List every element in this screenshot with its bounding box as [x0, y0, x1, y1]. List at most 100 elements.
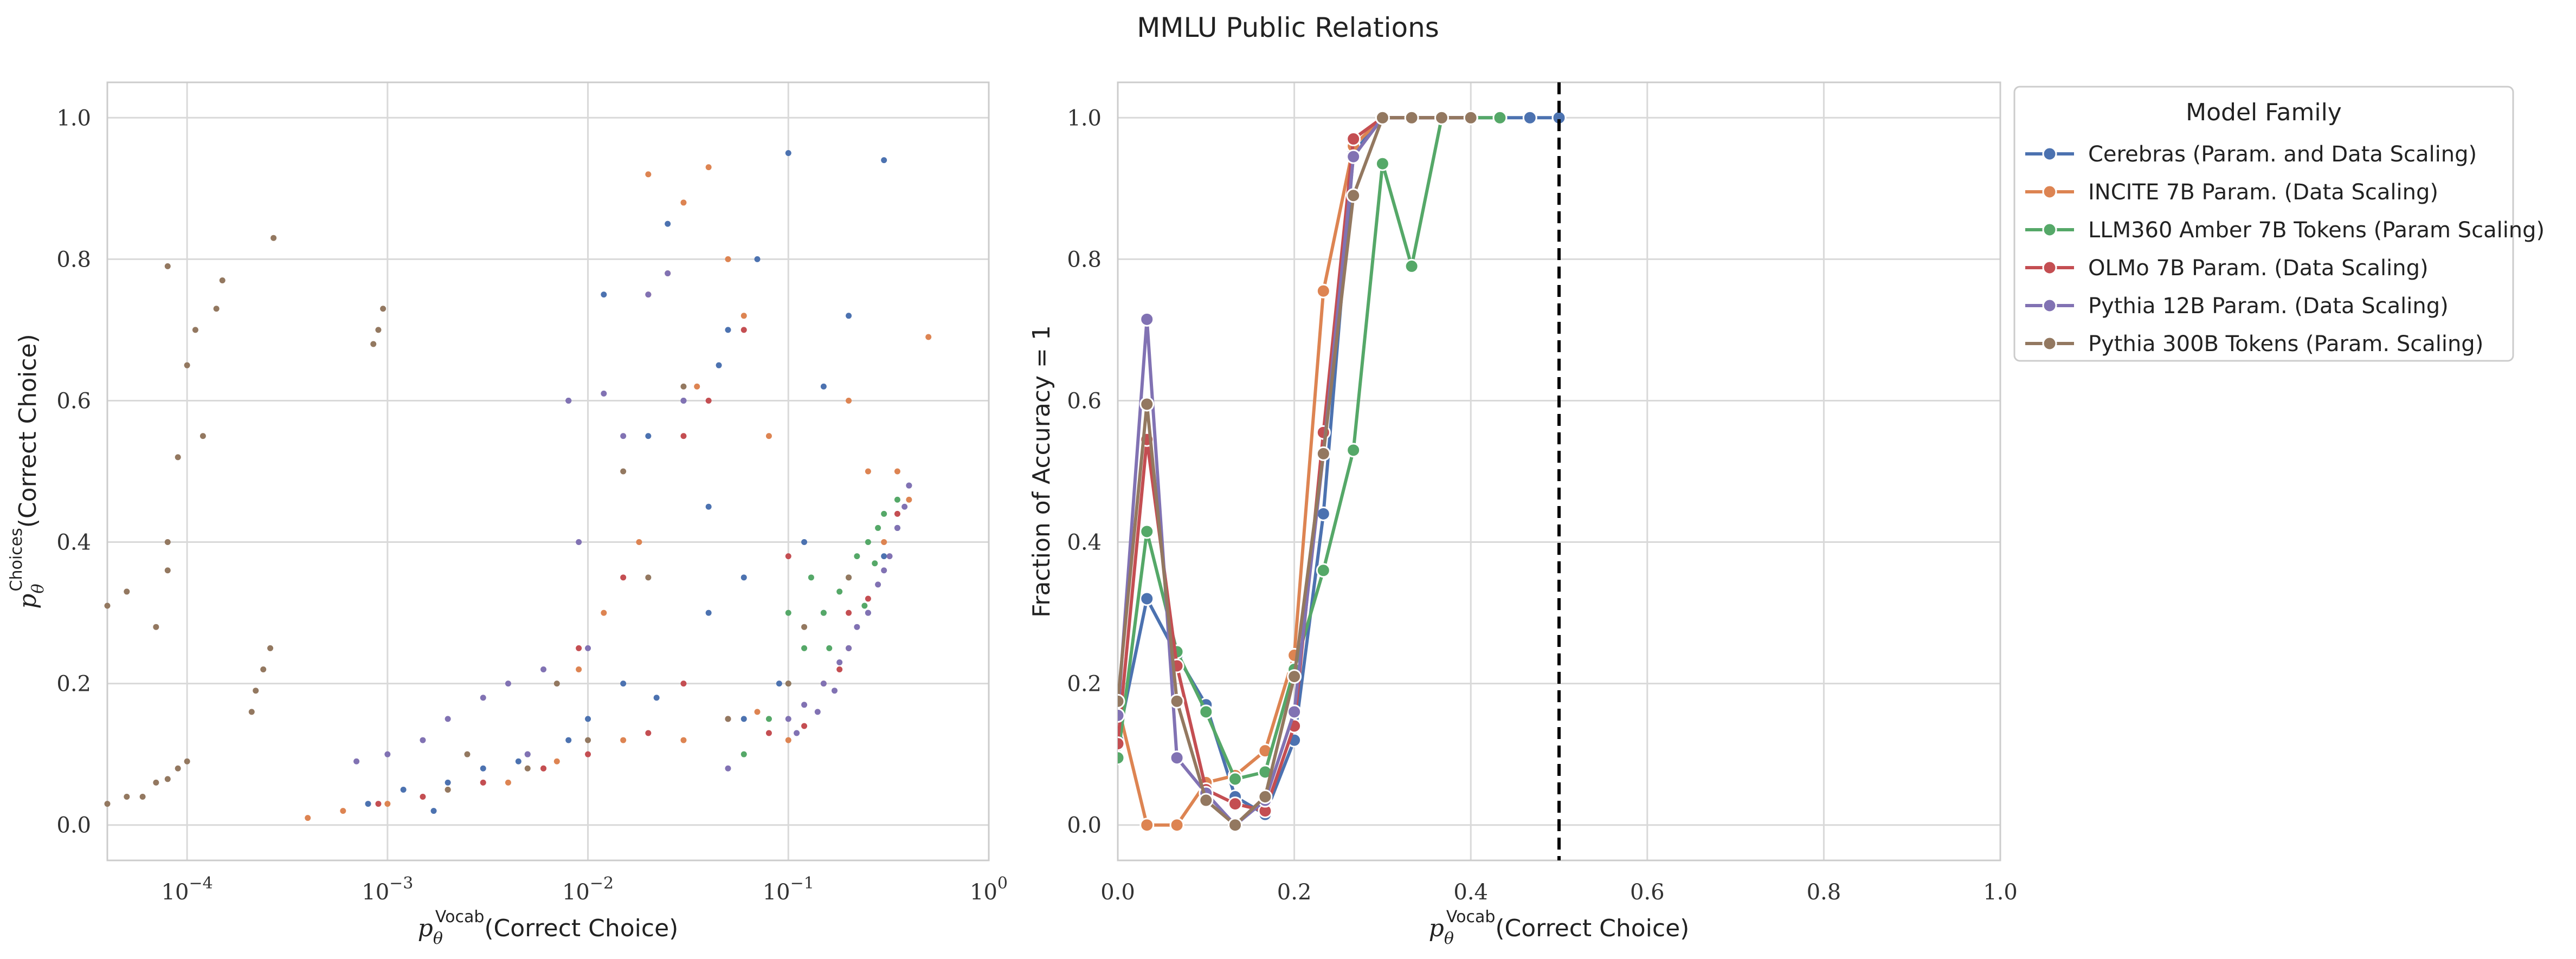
scatter-point: [540, 765, 547, 772]
series-marker: [1463, 110, 1478, 125]
scatter-point: [601, 291, 607, 298]
scatter-point: [801, 702, 808, 708]
scatter-point: [854, 624, 860, 630]
scatter-point: [505, 681, 511, 687]
scatter-point: [164, 567, 171, 574]
scatter-point: [540, 666, 547, 673]
legend-entry: Pythia 300B Tokens (Param. Scaling): [2025, 332, 2483, 357]
scatter-point: [820, 383, 827, 390]
scatter-point: [164, 263, 171, 269]
series-marker: [1228, 796, 1243, 812]
scatter-point: [875, 581, 881, 588]
scatter-point: [705, 610, 712, 616]
legend-box: [2013, 86, 2514, 362]
scatter-point: [740, 313, 747, 319]
scatter-point: [524, 765, 531, 772]
scatter-point: [881, 553, 887, 560]
right-x-tick-label: 0.4: [1453, 880, 1488, 905]
series-marker: [1118, 750, 1125, 766]
scatter-point: [585, 751, 591, 757]
scatter-point: [894, 468, 900, 475]
scatter-point: [865, 610, 871, 616]
scatter-point: [576, 539, 582, 546]
left-x-tick-label: 10−3: [362, 874, 413, 905]
scatter-point: [192, 327, 198, 333]
left-y-tick-label: 0.2: [56, 672, 91, 697]
legend-label: Cerebras (Param. and Data Scaling): [2088, 142, 2477, 167]
scatter-point: [445, 779, 451, 786]
scatter-point: [881, 539, 887, 546]
legend-marker: [2042, 222, 2057, 237]
scatter-point: [576, 645, 582, 651]
series-marker: [1375, 156, 1390, 171]
scatter-point: [906, 496, 912, 503]
scatter-point: [725, 716, 731, 722]
scatter-point: [576, 666, 582, 673]
scatter-point: [846, 313, 852, 319]
series-marker: [1346, 188, 1361, 203]
scatter-point: [199, 433, 206, 439]
scatter-point: [480, 779, 486, 786]
scatter-point: [213, 306, 220, 312]
scatter-point: [248, 709, 255, 715]
series-marker: [1316, 283, 1331, 299]
scatter-point: [680, 199, 687, 206]
scatter-point: [794, 730, 800, 736]
scatter-point: [305, 815, 311, 821]
series-marker: [1287, 704, 1302, 720]
scatter-point: [665, 270, 671, 276]
scatter-point: [846, 397, 852, 404]
scatter-point: [104, 801, 111, 807]
left-x-axis-label: pθVocab(Correct Choice): [418, 908, 679, 948]
scatter-point: [260, 666, 267, 673]
right-line-chart: 0.0 0.2 0.4 0.6 0.8 1.0 0.0 0.2 0.4 0.6 0.8 1.0 pθVo…: [1028, 81, 2018, 948]
scatter-point: [716, 362, 722, 368]
scatter-point: [886, 553, 893, 560]
legend-label: LLM360 Amber 7B Tokens (Param Scaling): [2088, 218, 2545, 243]
scatter-point: [636, 539, 642, 546]
figure-title: MMLU Public Relations: [1137, 12, 1439, 43]
scatter-point: [740, 574, 747, 581]
scatter-point: [164, 539, 171, 546]
scatter-point: [601, 390, 607, 397]
scatter-point: [340, 808, 346, 814]
legend-marker: [2042, 260, 2057, 275]
scatter-point: [785, 737, 791, 743]
scatter-point: [901, 503, 908, 510]
series-marker: [1316, 446, 1331, 461]
right-y-tick-label: 0.2: [1067, 672, 1102, 697]
scatter-point: [565, 397, 572, 404]
left-x-tick-label: 100: [970, 874, 1008, 905]
scatter-point: [665, 221, 671, 227]
legend-title: Model Family: [2186, 99, 2342, 126]
scatter-series: [353, 270, 912, 772]
legend-label: OLMo 7B Param. (Data Scaling): [2088, 256, 2429, 281]
scatter-point: [694, 383, 700, 390]
scatter-point: [820, 610, 827, 616]
left-y-tick-label: 0.6: [56, 388, 91, 413]
scatter-point: [153, 624, 159, 630]
scatter-point: [645, 730, 652, 736]
scatter-point: [553, 681, 560, 687]
scatter-point: [814, 709, 821, 715]
right-x-tick-label: 0.2: [1277, 880, 1312, 905]
scatter-point: [139, 794, 146, 800]
legend-label: INCITE 7B Param. (Data Scaling): [2088, 180, 2438, 205]
scatter-point: [846, 610, 852, 616]
scatter-point: [420, 737, 426, 743]
scatter-point: [808, 574, 814, 581]
scatter-point: [826, 645, 833, 651]
right-x-axis-label: pθVocab(Correct Choice): [1429, 908, 1690, 948]
scatter-point: [725, 327, 731, 333]
legend-entry: INCITE 7B Param. (Data Scaling): [2025, 180, 2438, 205]
scatter-series: [740, 496, 900, 757]
left-scatter-chart: 10−4 10−3 10−2 10−1 100 0.0 0.2 0.4 0.6 0.8 1.0 pθV…: [7, 81, 1008, 948]
scatter-point: [420, 794, 426, 800]
scatter-point: [620, 468, 627, 475]
scatter-point: [785, 553, 791, 560]
scatter-point: [801, 723, 808, 729]
scatter-point: [894, 510, 900, 517]
series-marker: [1492, 110, 1508, 125]
series-marker: [1258, 789, 1273, 805]
